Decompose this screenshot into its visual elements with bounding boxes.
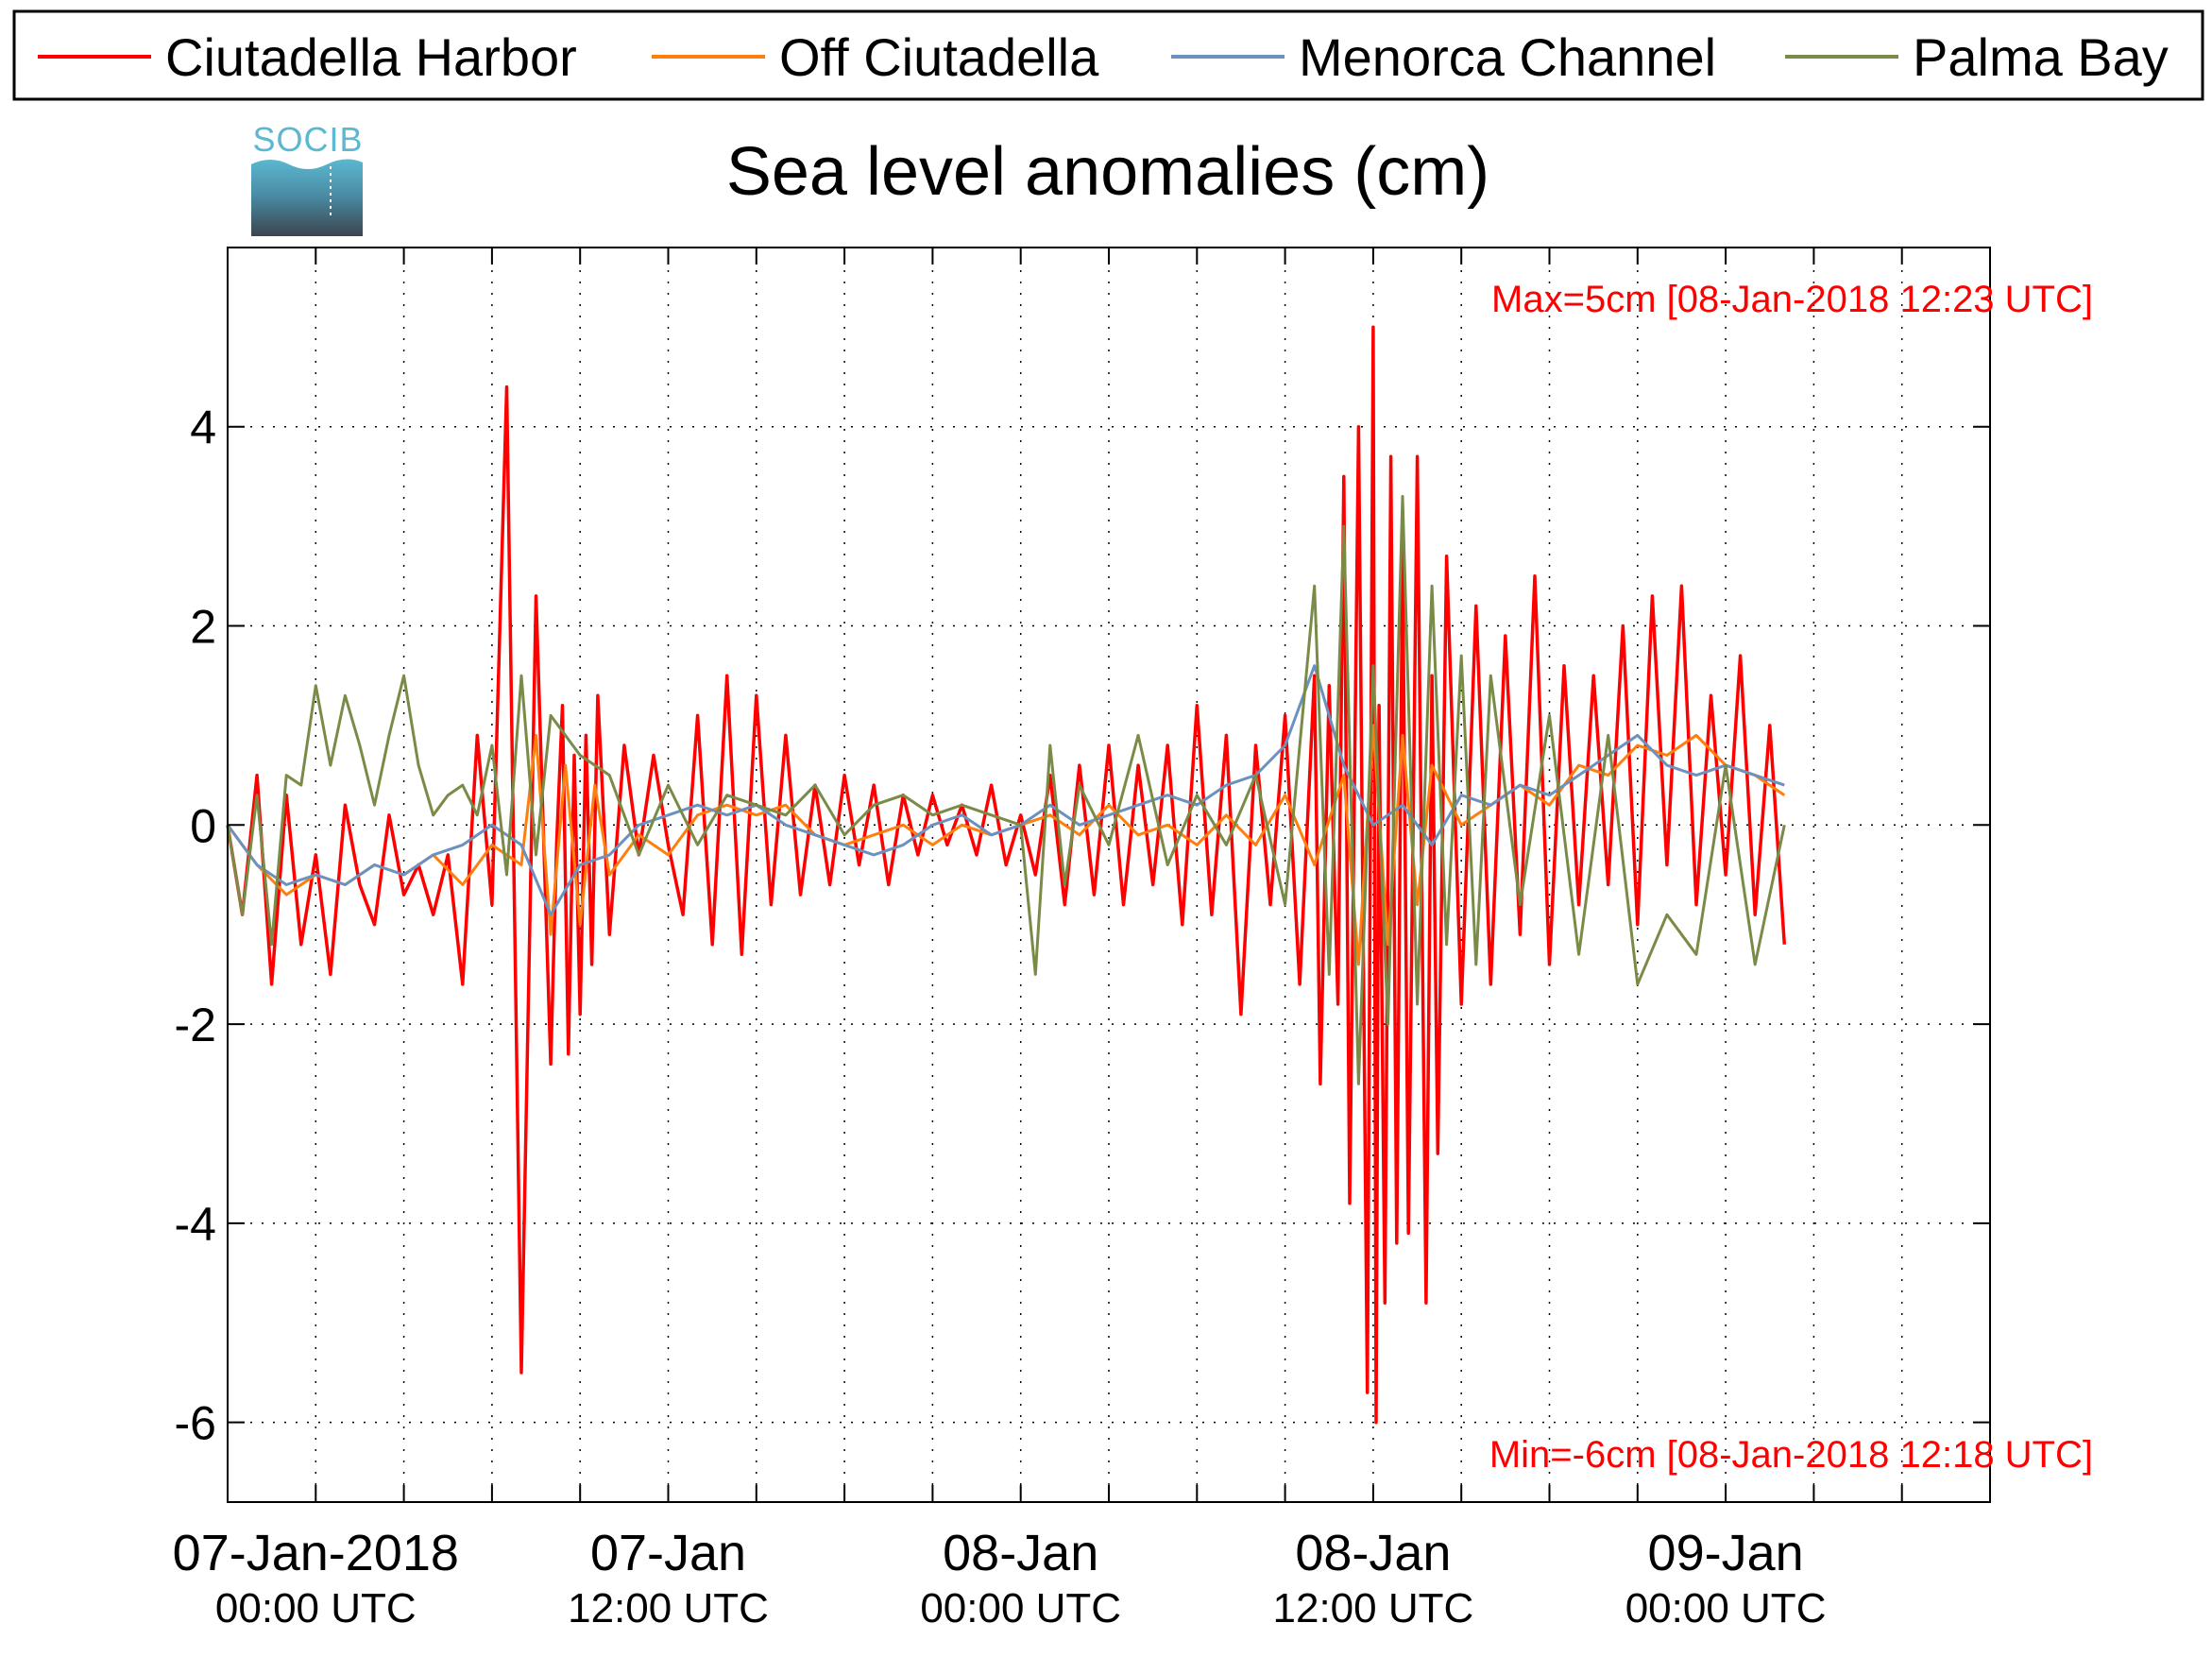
x-tick-label: 07-Jan xyxy=(590,1525,746,1581)
legend-label: Off Ciutadella xyxy=(779,27,1099,87)
y-tick-label: 2 xyxy=(190,601,216,654)
max-annotation: Max=5cm [08-Jan-2018 12:23 UTC] xyxy=(1491,279,2093,320)
x-tick-label: 08-Jan xyxy=(1295,1525,1451,1581)
legend-label: Palma Bay xyxy=(1913,27,2169,87)
y-tick-label: 4 xyxy=(190,401,216,454)
legend-items: Ciutadella Harbor Off Ciutadella Menorca C… xyxy=(38,27,2169,87)
y-tick-label: -2 xyxy=(175,999,216,1051)
series-menorca-channel xyxy=(226,664,1785,916)
x-tick-sublabel: 00:00 UTC xyxy=(920,1585,1121,1631)
chart-title: Sea level anomalies (cm) xyxy=(726,134,1489,210)
logo-text: SOCIB xyxy=(252,120,363,159)
socib-logo: SOCIB xyxy=(251,120,363,236)
x-tick-label: 07-Jan-2018 xyxy=(173,1525,459,1581)
legend: Ciutadella Harbor Off Ciutadella Menorca C… xyxy=(12,9,2204,101)
series-palma-bay xyxy=(226,495,1786,1085)
legend-label: Menorca Channel xyxy=(1299,27,1716,87)
x-tick-sublabel: 00:00 UTC xyxy=(1625,1585,1827,1631)
min-annotation: Min=-6cm [08-Jan-2018 12:18 UTC] xyxy=(1489,1434,2093,1476)
y-tick-label: 0 xyxy=(190,799,216,852)
y-axis: -6 -4 -2 0 2 4 xyxy=(175,401,1990,1450)
series-ciutadella-harbor xyxy=(226,325,1787,1425)
series-group xyxy=(226,325,1787,1425)
x-tick-label: 08-Jan xyxy=(943,1525,1098,1581)
x-tick-label: 09-Jan xyxy=(1648,1525,1804,1581)
legend-label: Ciutadella Harbor xyxy=(165,27,577,87)
logo-wave xyxy=(251,159,363,236)
x-tick-sublabel: 12:00 UTC xyxy=(568,1585,769,1631)
x-tick-sublabel: 00:00 UTC xyxy=(215,1585,417,1631)
y-tick-label: -6 xyxy=(175,1397,216,1450)
y-tick-label: -4 xyxy=(175,1198,216,1251)
x-tick-sublabel: 12:00 UTC xyxy=(1273,1585,1474,1631)
